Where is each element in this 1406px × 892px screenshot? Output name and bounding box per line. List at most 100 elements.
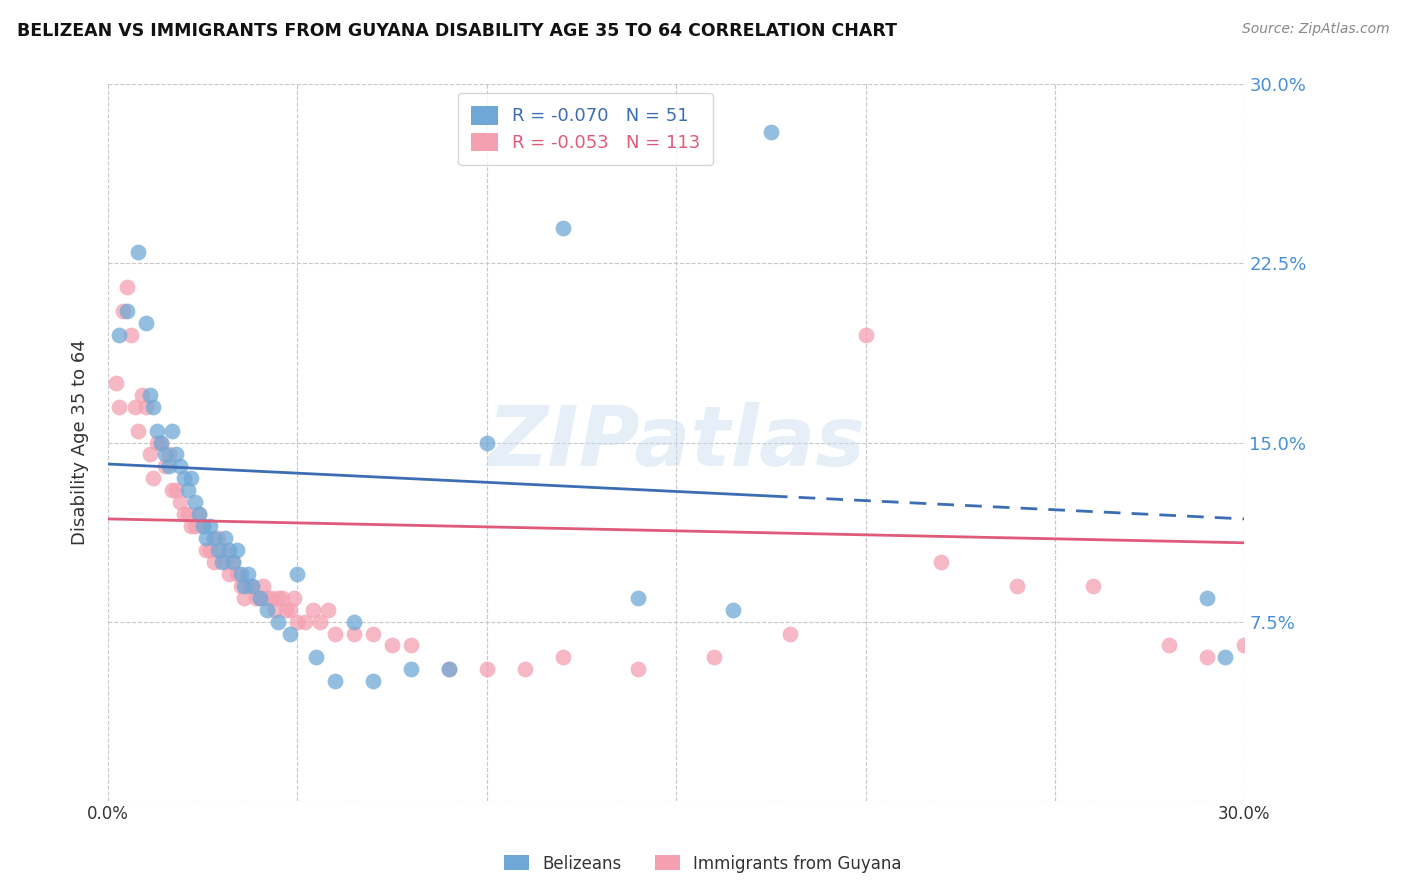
Point — [294, 615, 316, 629]
Point — [187, 507, 209, 521]
Point — [283, 591, 305, 605]
Point — [1233, 639, 1256, 653]
Point — [200, 543, 222, 558]
Point — [759, 125, 782, 139]
Point — [233, 579, 256, 593]
Point — [157, 447, 180, 461]
Point — [931, 555, 953, 569]
Point — [551, 220, 574, 235]
Point — [437, 662, 460, 676]
Point — [218, 566, 240, 581]
Point — [150, 435, 173, 450]
Point — [214, 531, 236, 545]
Point — [138, 447, 160, 461]
Point — [180, 471, 202, 485]
Point — [1215, 650, 1237, 665]
Point — [323, 626, 346, 640]
Point — [274, 602, 297, 616]
Point — [225, 566, 247, 581]
Point — [146, 435, 169, 450]
Point — [513, 662, 536, 676]
Point — [176, 507, 198, 521]
Point — [305, 650, 328, 665]
Point — [165, 483, 187, 498]
Point — [245, 591, 267, 605]
Point — [135, 400, 157, 414]
Point — [162, 483, 184, 498]
Point — [316, 602, 339, 616]
Point — [115, 304, 138, 318]
Point — [475, 662, 498, 676]
Point — [127, 424, 149, 438]
Point — [361, 626, 384, 640]
Point — [399, 639, 422, 653]
Point — [165, 447, 187, 461]
Point — [157, 459, 180, 474]
Point — [195, 543, 218, 558]
Point — [180, 519, 202, 533]
Point — [153, 459, 176, 474]
Point — [127, 244, 149, 259]
Point — [399, 662, 422, 676]
Point — [287, 615, 309, 629]
Point — [703, 650, 725, 665]
Point — [323, 674, 346, 689]
Point — [278, 602, 301, 616]
Point — [162, 424, 184, 438]
Point — [104, 376, 127, 390]
Point — [200, 519, 222, 533]
Point — [271, 591, 294, 605]
Point — [721, 602, 744, 616]
Point — [267, 591, 290, 605]
Point — [1195, 650, 1218, 665]
Point — [131, 388, 153, 402]
Point — [214, 555, 236, 569]
Point — [169, 459, 191, 474]
Point — [211, 543, 233, 558]
Point — [343, 626, 366, 640]
Point — [855, 328, 877, 343]
Point — [211, 555, 233, 569]
Text: ZIPatlas: ZIPatlas — [488, 402, 865, 483]
Point — [142, 400, 165, 414]
Point — [252, 579, 274, 593]
Point — [202, 555, 225, 569]
Point — [236, 579, 259, 593]
Point — [1081, 579, 1104, 593]
Point — [120, 328, 142, 343]
Point — [184, 519, 207, 533]
Point — [361, 674, 384, 689]
Point — [108, 328, 131, 343]
Point — [225, 543, 247, 558]
Point — [260, 591, 283, 605]
Point — [124, 400, 146, 414]
Point — [218, 543, 240, 558]
Point — [551, 650, 574, 665]
Point — [343, 615, 366, 629]
Text: BELIZEAN VS IMMIGRANTS FROM GUYANA DISABILITY AGE 35 TO 64 CORRELATION CHART: BELIZEAN VS IMMIGRANTS FROM GUYANA DISAB… — [17, 22, 897, 40]
Point — [138, 388, 160, 402]
Point — [222, 555, 245, 569]
Point — [173, 471, 195, 485]
Point — [153, 447, 176, 461]
Point — [256, 591, 278, 605]
Point — [207, 543, 229, 558]
Legend: R = -0.070   N = 51, R = -0.053   N = 113: R = -0.070 N = 51, R = -0.053 N = 113 — [458, 94, 713, 165]
Point — [475, 435, 498, 450]
Point — [191, 519, 214, 533]
Point — [287, 566, 309, 581]
Point — [207, 531, 229, 545]
Point — [240, 579, 263, 593]
Point — [256, 602, 278, 616]
Point — [191, 519, 214, 533]
Point — [437, 662, 460, 676]
Point — [229, 566, 252, 581]
Point — [233, 591, 256, 605]
Point — [115, 280, 138, 294]
Text: Source: ZipAtlas.com: Source: ZipAtlas.com — [1241, 22, 1389, 37]
Point — [236, 566, 259, 581]
Point — [195, 531, 218, 545]
Point — [142, 471, 165, 485]
Point — [278, 626, 301, 640]
Point — [176, 483, 198, 498]
